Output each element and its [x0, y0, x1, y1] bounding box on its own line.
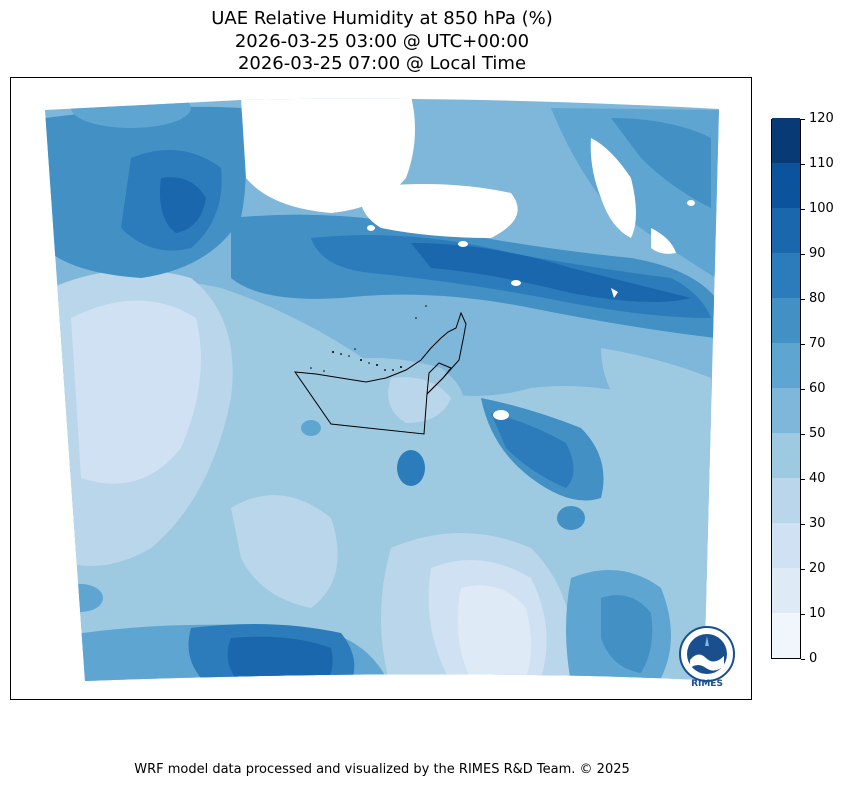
colorbar-tick — [801, 568, 805, 570]
colorbar-tick-label: 50 — [809, 426, 826, 441]
colorbar-tick — [801, 253, 805, 255]
colorbar-tick — [801, 478, 805, 480]
colorbar-tick-label: 100 — [809, 201, 834, 216]
map-title-line-2: 2026-03-25 03:00 @ UTC+00:00 — [234, 31, 530, 52]
humidity-map — [45, 98, 719, 682]
colorbar-tick-label: 0 — [809, 651, 818, 666]
colorbar-tick — [801, 118, 805, 120]
colorbar-segment — [772, 432, 800, 478]
colorbar-tick-label: 60 — [809, 381, 826, 396]
colorbar-tick — [801, 613, 805, 615]
humidity-field — [45, 98, 719, 682]
colorbar-tick — [801, 658, 805, 660]
colorbar-tick — [801, 523, 805, 525]
map-title-line-1: UAE Relative Humidity at 850 hPa (%) — [211, 8, 553, 29]
colorbar-segment — [772, 252, 800, 298]
colorbar-segment — [772, 567, 800, 613]
colorbar-tick-label: 120 — [809, 111, 834, 126]
uae-islands — [310, 305, 427, 372]
colorbar-segment — [772, 162, 800, 208]
colorbar-segment — [772, 207, 800, 253]
colorbar-tick-label: 10 — [809, 606, 826, 621]
colorbar-tick — [801, 208, 805, 210]
map-frame — [10, 77, 752, 700]
colorbar-segment — [772, 117, 800, 163]
colorbar-segment — [772, 522, 800, 568]
colorbar-tick-label: 70 — [809, 336, 826, 351]
colorbar-tick — [801, 388, 805, 390]
map-title-line-3: 2026-03-25 07:00 @ Local Time — [237, 53, 527, 74]
colorbar-tick — [801, 433, 805, 435]
colorbar-tick-label: 110 — [809, 156, 834, 171]
colorbar-segment — [772, 612, 800, 658]
colorbar-tick — [801, 298, 805, 300]
colorbar-tick — [801, 163, 805, 165]
colorbar-segment — [772, 342, 800, 388]
colorbar-segment — [772, 387, 800, 433]
colorbar-tick-label: 30 — [809, 516, 826, 531]
colorbar-tick-label: 40 — [809, 471, 826, 486]
colorbar-tick-label: 90 — [809, 246, 826, 261]
colorbar-tick-label: 80 — [809, 291, 826, 306]
rimes-logo-text: RIMES — [691, 679, 723, 688]
colorbar-tick — [801, 343, 805, 345]
colorbar-segment — [772, 477, 800, 523]
colorbar-segment — [772, 297, 800, 343]
footer-credit: WRF model data processed and visualized … — [134, 762, 630, 777]
uae-boundary — [293, 311, 467, 435]
rimes-logo-icon: RIMES — [679, 626, 735, 688]
colorbar — [771, 117, 801, 659]
colorbar-tick-label: 20 — [809, 561, 826, 576]
